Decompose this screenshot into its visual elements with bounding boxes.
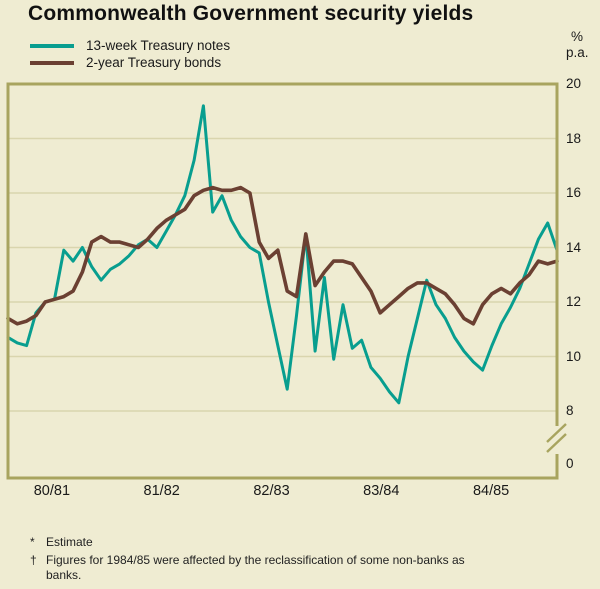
- page-title: Commonwealth Government security yields: [28, 2, 474, 25]
- footnote-estimate-symbol: *: [30, 535, 35, 549]
- footnote-estimate: * Estimate: [30, 535, 466, 550]
- x-tick-label: 80/81: [33, 483, 71, 499]
- y-tick-label: 0: [566, 456, 574, 471]
- x-tick-label: 82/83: [253, 483, 290, 499]
- x-tick-label: 84/85: [472, 483, 510, 499]
- y-tick-label: 20: [566, 76, 582, 91]
- legend-label-13-week-notes: 13-week Treasury notes: [86, 38, 231, 53]
- y-axis-unit: % p.a.: [566, 29, 596, 61]
- footnote-reclassification-text: Figures for 1984/85 were affected by the…: [46, 553, 465, 582]
- y-tick-label: 14: [566, 239, 582, 255]
- y-axis-unit-pa: p.a.: [566, 45, 589, 60]
- y-tick-label: 16: [566, 185, 582, 200]
- y-tick-label: 18: [566, 130, 582, 146]
- y-tick-label: 12: [566, 294, 582, 309]
- legend-item-2-year-bonds: 2-year Treasury bonds: [30, 54, 230, 71]
- footnote-estimate-text: Estimate: [46, 535, 93, 549]
- y-axis-unit-percent: %: [571, 29, 584, 44]
- legend-item-13-week-notes: 13-week Treasury notes: [30, 37, 230, 54]
- x-tick-label: 83/84: [363, 483, 400, 499]
- footnote-reclassification-symbol: †: [30, 553, 37, 567]
- y-tick-label: 8: [566, 403, 574, 418]
- footnote-reclassification: † Figures for 1984/85 were affected by t…: [30, 553, 466, 583]
- legend: 13-week Treasury notes 2-year Treasury b…: [30, 37, 230, 71]
- y-tick-label: 10: [566, 348, 582, 364]
- legend-swatch-2-year-bonds: [30, 60, 74, 65]
- legend-label-2-year-bonds: 2-year Treasury bonds: [86, 55, 222, 70]
- x-tick-label: 81/82: [143, 483, 180, 499]
- footnotes: * Estimate † Figures for 1984/85 were af…: [30, 535, 466, 586]
- legend-swatch-13-week-notes: [30, 43, 74, 48]
